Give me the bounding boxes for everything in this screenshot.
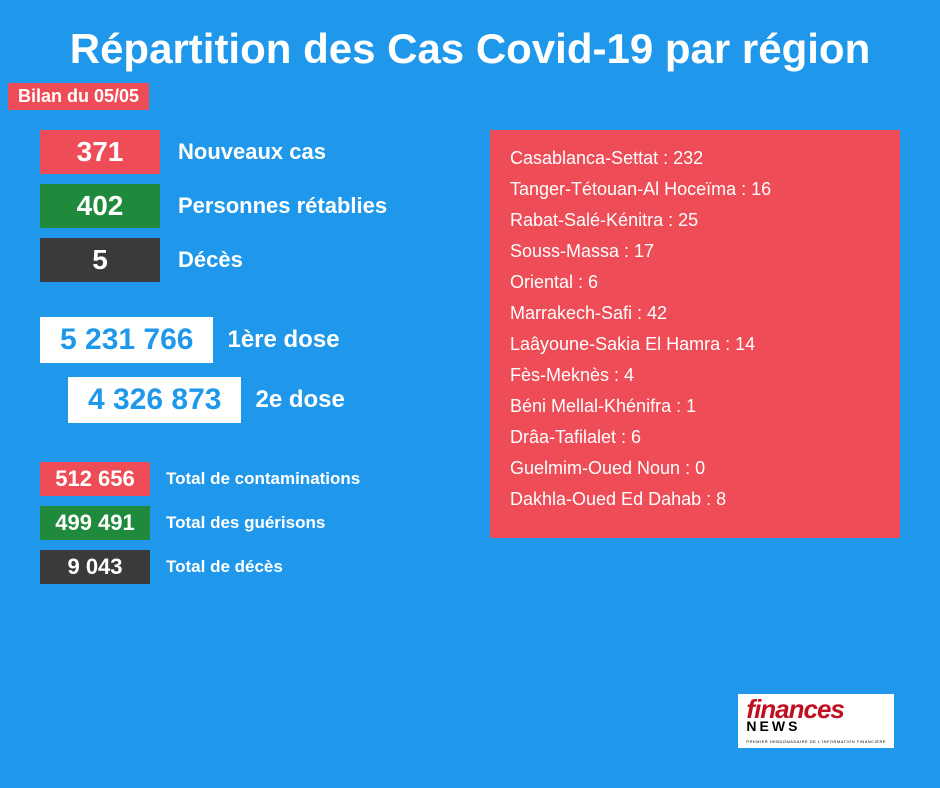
- stat-row: 402 Personnes rétablies: [40, 184, 460, 228]
- dose-row: 4 326 873 2e dose: [68, 377, 460, 423]
- dose-label-second: 2e dose: [255, 386, 344, 414]
- total-value-recoveries: 499 491: [40, 506, 150, 540]
- total-label-recoveries: Total des guérisons: [166, 513, 325, 533]
- region-line: Tanger-Tétouan-Al Hoceïma : 16: [510, 179, 880, 200]
- region-line: Souss-Massa : 17: [510, 241, 880, 262]
- stat-value-deaths: 5: [40, 238, 160, 282]
- region-line: Oriental : 6: [510, 272, 880, 293]
- region-line: Guelmim-Oued Noun : 0: [510, 458, 880, 479]
- total-label-deaths: Total de décès: [166, 557, 283, 577]
- left-column: 371 Nouveaux cas 402 Personnes rétablies…: [40, 130, 460, 594]
- total-value-deaths: 9 043: [40, 550, 150, 584]
- dose-value-first: 5 231 766: [40, 317, 213, 363]
- date-badge: Bilan du 05/05: [8, 83, 149, 110]
- infographic-canvas: Répartition des Cas Covid-19 par région …: [0, 0, 940, 788]
- publisher-logo: finances NEWS PREMIER HEBDOMADAIRE DE L'…: [738, 694, 894, 748]
- region-line: Drâa-Tafilalet : 6: [510, 427, 880, 448]
- daily-stats: 371 Nouveaux cas 402 Personnes rétablies…: [40, 130, 460, 292]
- stat-row: 371 Nouveaux cas: [40, 130, 460, 174]
- total-row: 9 043 Total de décès: [40, 550, 460, 584]
- stat-label-recovered: Personnes rétablies: [178, 193, 387, 219]
- total-label-contaminations: Total de contaminations: [166, 469, 360, 489]
- columns: 371 Nouveaux cas 402 Personnes rétablies…: [40, 130, 900, 594]
- stat-row: 5 Décès: [40, 238, 460, 282]
- dose-row: 5 231 766 1ère dose: [40, 317, 460, 363]
- region-line: Fès-Meknès : 4: [510, 365, 880, 386]
- total-stats: 512 656 Total de contaminations 499 491 …: [40, 462, 460, 594]
- logo-tagline: PREMIER HEBDOMADAIRE DE L'INFORMATION FI…: [746, 741, 886, 744]
- total-row: 499 491 Total des guérisons: [40, 506, 460, 540]
- regions-panel: Casablanca-Settat : 232 Tanger-Tétouan-A…: [490, 130, 900, 538]
- dose-label-first: 1ère dose: [227, 326, 339, 354]
- stat-label-deaths: Décès: [178, 247, 243, 273]
- right-column: Casablanca-Settat : 232 Tanger-Tétouan-A…: [490, 130, 900, 594]
- region-line: Marrakech-Safi : 42: [510, 303, 880, 324]
- region-line: Béni Mellal-Khénifra : 1: [510, 396, 880, 417]
- stat-value-new-cases: 371: [40, 130, 160, 174]
- region-line: Laâyoune-Sakia El Hamra : 14: [510, 334, 880, 355]
- region-line: Casablanca-Settat : 232: [510, 148, 880, 169]
- total-row: 512 656 Total de contaminations: [40, 462, 460, 496]
- region-line: Rabat-Salé-Kénitra : 25: [510, 210, 880, 231]
- page-title: Répartition des Cas Covid-19 par région: [40, 20, 900, 81]
- stat-label-new-cases: Nouveaux cas: [178, 139, 326, 165]
- total-value-contaminations: 512 656: [40, 462, 150, 496]
- dose-stats: 5 231 766 1ère dose 4 326 873 2e dose: [40, 317, 460, 437]
- dose-value-second: 4 326 873: [68, 377, 241, 423]
- stat-value-recovered: 402: [40, 184, 160, 228]
- region-line: Dakhla-Oued Ed Dahab : 8: [510, 489, 880, 510]
